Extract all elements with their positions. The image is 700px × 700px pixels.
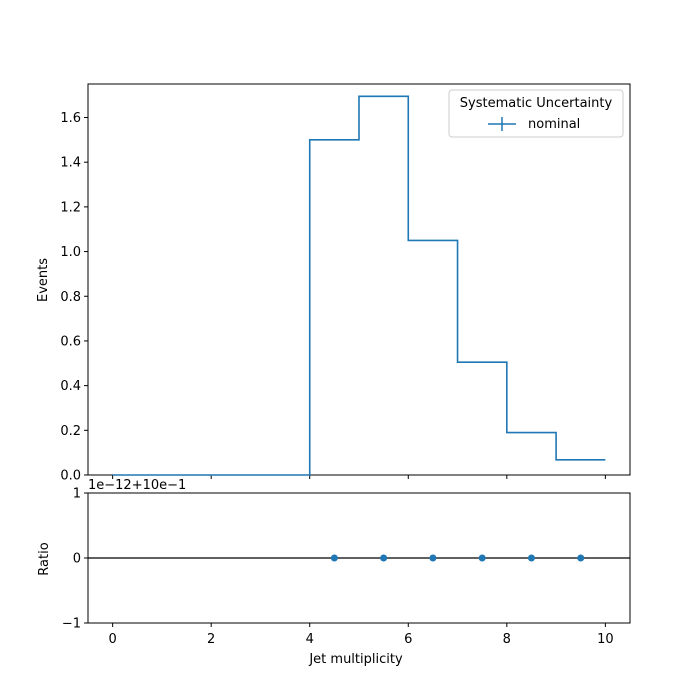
legend-box (448, 89, 624, 138)
ratio-point (478, 554, 486, 562)
histogram-step-nominal (112, 95, 606, 476)
ratio-point (330, 554, 338, 562)
main-y-axis-label: Events (36, 258, 51, 302)
main-ytick-label: 1.6 (60, 111, 81, 126)
ratio-axes: −1 0 1 0 2 4 6 8 10 1e−12+10e−1 Ratio Jet multi… (37, 478, 631, 667)
legend-entry-nominal: nominal (528, 117, 580, 132)
xtick-label: 2 (207, 632, 215, 647)
main-ytick-label: 0.6 (60, 334, 81, 349)
ratio-ytick-label: 1 (73, 487, 81, 502)
xtick-label: 4 (306, 632, 314, 647)
ratio-point (429, 554, 437, 562)
main-ytick-label: 0.4 (60, 379, 81, 394)
main-ytick-label: 0.0 (60, 469, 81, 484)
ratio-point (577, 554, 585, 562)
xtick-label: 0 (108, 632, 116, 647)
ratio-ytick-label: −1 (62, 617, 81, 632)
main-ytick-label: 1.4 (60, 156, 81, 171)
xtick-label: 8 (503, 632, 511, 647)
ratio-offset-text: 1e−12+10e−1 (88, 478, 186, 493)
main-ytick-label: 0.8 (60, 290, 81, 305)
xtick-label: 10 (597, 632, 614, 647)
main-ytick-label: 0.2 (60, 424, 81, 439)
main-ytick-label: 1.0 (60, 245, 81, 260)
main-ytick-label: 1.2 (60, 200, 81, 215)
legend: Systematic Uncertainty nominal (448, 89, 624, 138)
main-axes: 0.0 0.2 0.4 0.6 0.8 1.0 1.2 1.4 1.6 Events Syste… (36, 83, 631, 484)
main-plot-frame (87, 83, 631, 476)
ratio-point (380, 554, 388, 562)
ratio-ytick-label: 0 (73, 552, 81, 567)
legend-title: Systematic Uncertainty (460, 96, 613, 111)
x-axis-label: Jet multiplicity (308, 652, 403, 667)
ratio-point (527, 554, 535, 562)
ratio-y-axis-label: Ratio (37, 542, 52, 575)
xtick-label: 6 (404, 632, 412, 647)
